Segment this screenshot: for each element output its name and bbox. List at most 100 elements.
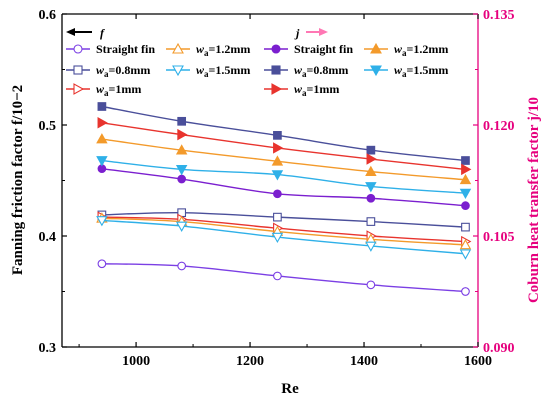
right-tick-label: 0.090 (483, 341, 515, 356)
left-tick-label: 0.6 (39, 8, 57, 23)
legend-item: wa=1.5mm (364, 63, 448, 79)
data-point (366, 145, 376, 155)
series-f-4 (96, 216, 472, 260)
right-axis-title: Coburn heat transfer factor j/10 (526, 97, 542, 303)
series-line (101, 105, 466, 162)
x-tick-label: 1000 (122, 354, 150, 369)
data-point (177, 116, 187, 126)
legend-item: wa=1.2mm (166, 42, 250, 58)
legend-swatch-marker (73, 65, 83, 75)
series-line (101, 263, 466, 293)
series-j-8 (96, 133, 472, 185)
legend-swatch-marker (172, 42, 184, 54)
legend-item: wa=0.8mm (66, 63, 150, 79)
series-j-6 (97, 102, 470, 165)
data-point (365, 241, 377, 252)
data-point (97, 117, 108, 129)
legend-label: Straight fin (96, 42, 155, 56)
legend-label: wa=0.8mm (294, 63, 348, 79)
legend-item: Straight fin (264, 42, 353, 56)
legend-item: Straight fin (66, 42, 155, 56)
legend-swatch-marker (172, 65, 184, 77)
legend-label: wa=1mm (294, 82, 339, 98)
legend-swatch-marker (271, 44, 281, 54)
legend-f-label: f (100, 26, 105, 40)
legend-f-arrow-head (66, 28, 75, 36)
data-point (177, 261, 187, 271)
series-layer (96, 102, 472, 296)
legend-swatch-marker (370, 65, 382, 77)
series-f-0 (97, 259, 470, 296)
series-line (101, 167, 466, 207)
legend: f j Straight fin wa=1.2mm Straight fin wa=1.2… (66, 26, 448, 98)
legend-label: wa=1mm (96, 82, 141, 98)
legend-label: wa=1.2mm (394, 42, 448, 58)
series-j-9 (96, 156, 472, 200)
data-point (175, 165, 188, 176)
data-point (273, 131, 282, 140)
data-point (96, 156, 108, 167)
data-point (461, 287, 470, 296)
data-point (459, 249, 472, 260)
legend-label: wa=1.2mm (196, 42, 250, 58)
legend-swatch-marker (73, 44, 83, 54)
left-tick-label: 0.3 (39, 341, 57, 356)
data-point (459, 173, 472, 185)
data-point (177, 128, 188, 141)
data-point (97, 259, 107, 269)
right-tick-label: 0.105 (483, 230, 515, 245)
legend-item: wa=1.2mm (364, 42, 448, 58)
legend-swatch-marker (73, 83, 85, 95)
data-point (273, 142, 284, 154)
series-line (101, 219, 466, 255)
data-point (271, 155, 284, 166)
legend-j-label: j (294, 26, 300, 40)
legend-label: wa=1.5mm (394, 63, 448, 79)
data-point (365, 182, 377, 193)
legend-item: wa=1mm (66, 82, 141, 98)
right-tick-label: 0.120 (483, 119, 515, 134)
data-point (461, 163, 472, 176)
legend-swatch-marker (271, 83, 283, 95)
data-point (366, 193, 376, 203)
series-line (101, 138, 466, 181)
axes: 1000 1200 1400 1600 0.3 0.4 0.5 0.6 0.090 0.105 0.… (39, 8, 515, 369)
series-line (101, 159, 466, 194)
data-point (459, 238, 472, 250)
legend-item: wa=1mm (264, 82, 339, 98)
legend-label: wa=0.8mm (96, 63, 150, 79)
data-point (461, 156, 470, 165)
x-tick-label: 1200 (236, 354, 264, 369)
data-point (97, 102, 107, 111)
legend-swatch-marker (271, 65, 281, 75)
x-tick-label: 1400 (350, 354, 378, 369)
data-point (96, 133, 108, 144)
data-point (271, 170, 284, 181)
data-point (459, 188, 472, 200)
series-line (101, 217, 466, 246)
legend-header-j: j (294, 26, 328, 40)
data-point (273, 271, 282, 281)
data-point (366, 153, 377, 165)
data-point (273, 189, 282, 199)
data-point (365, 165, 377, 176)
right-tick-label: 0.135 (483, 8, 515, 23)
legend-label: wa=1.5mm (196, 63, 250, 79)
x-tick-label: 1600 (464, 354, 492, 369)
data-point (175, 221, 188, 232)
x-axis-title: Re (281, 381, 299, 397)
data-point (273, 212, 282, 222)
data-point (175, 144, 188, 155)
data-point (271, 232, 284, 244)
legend-header-f: f (66, 26, 105, 40)
data-point (177, 174, 187, 184)
left-tick-label: 0.5 (39, 119, 57, 134)
left-axis-title: Fanning friction factor f/10−2 (10, 85, 26, 275)
left-tick-label: 0.4 (39, 230, 57, 245)
data-point (461, 222, 470, 232)
legend-item: wa=1.5mm (166, 63, 250, 79)
series-j-5 (97, 164, 470, 211)
data-point (366, 280, 376, 290)
legend-swatch-marker (370, 42, 382, 54)
